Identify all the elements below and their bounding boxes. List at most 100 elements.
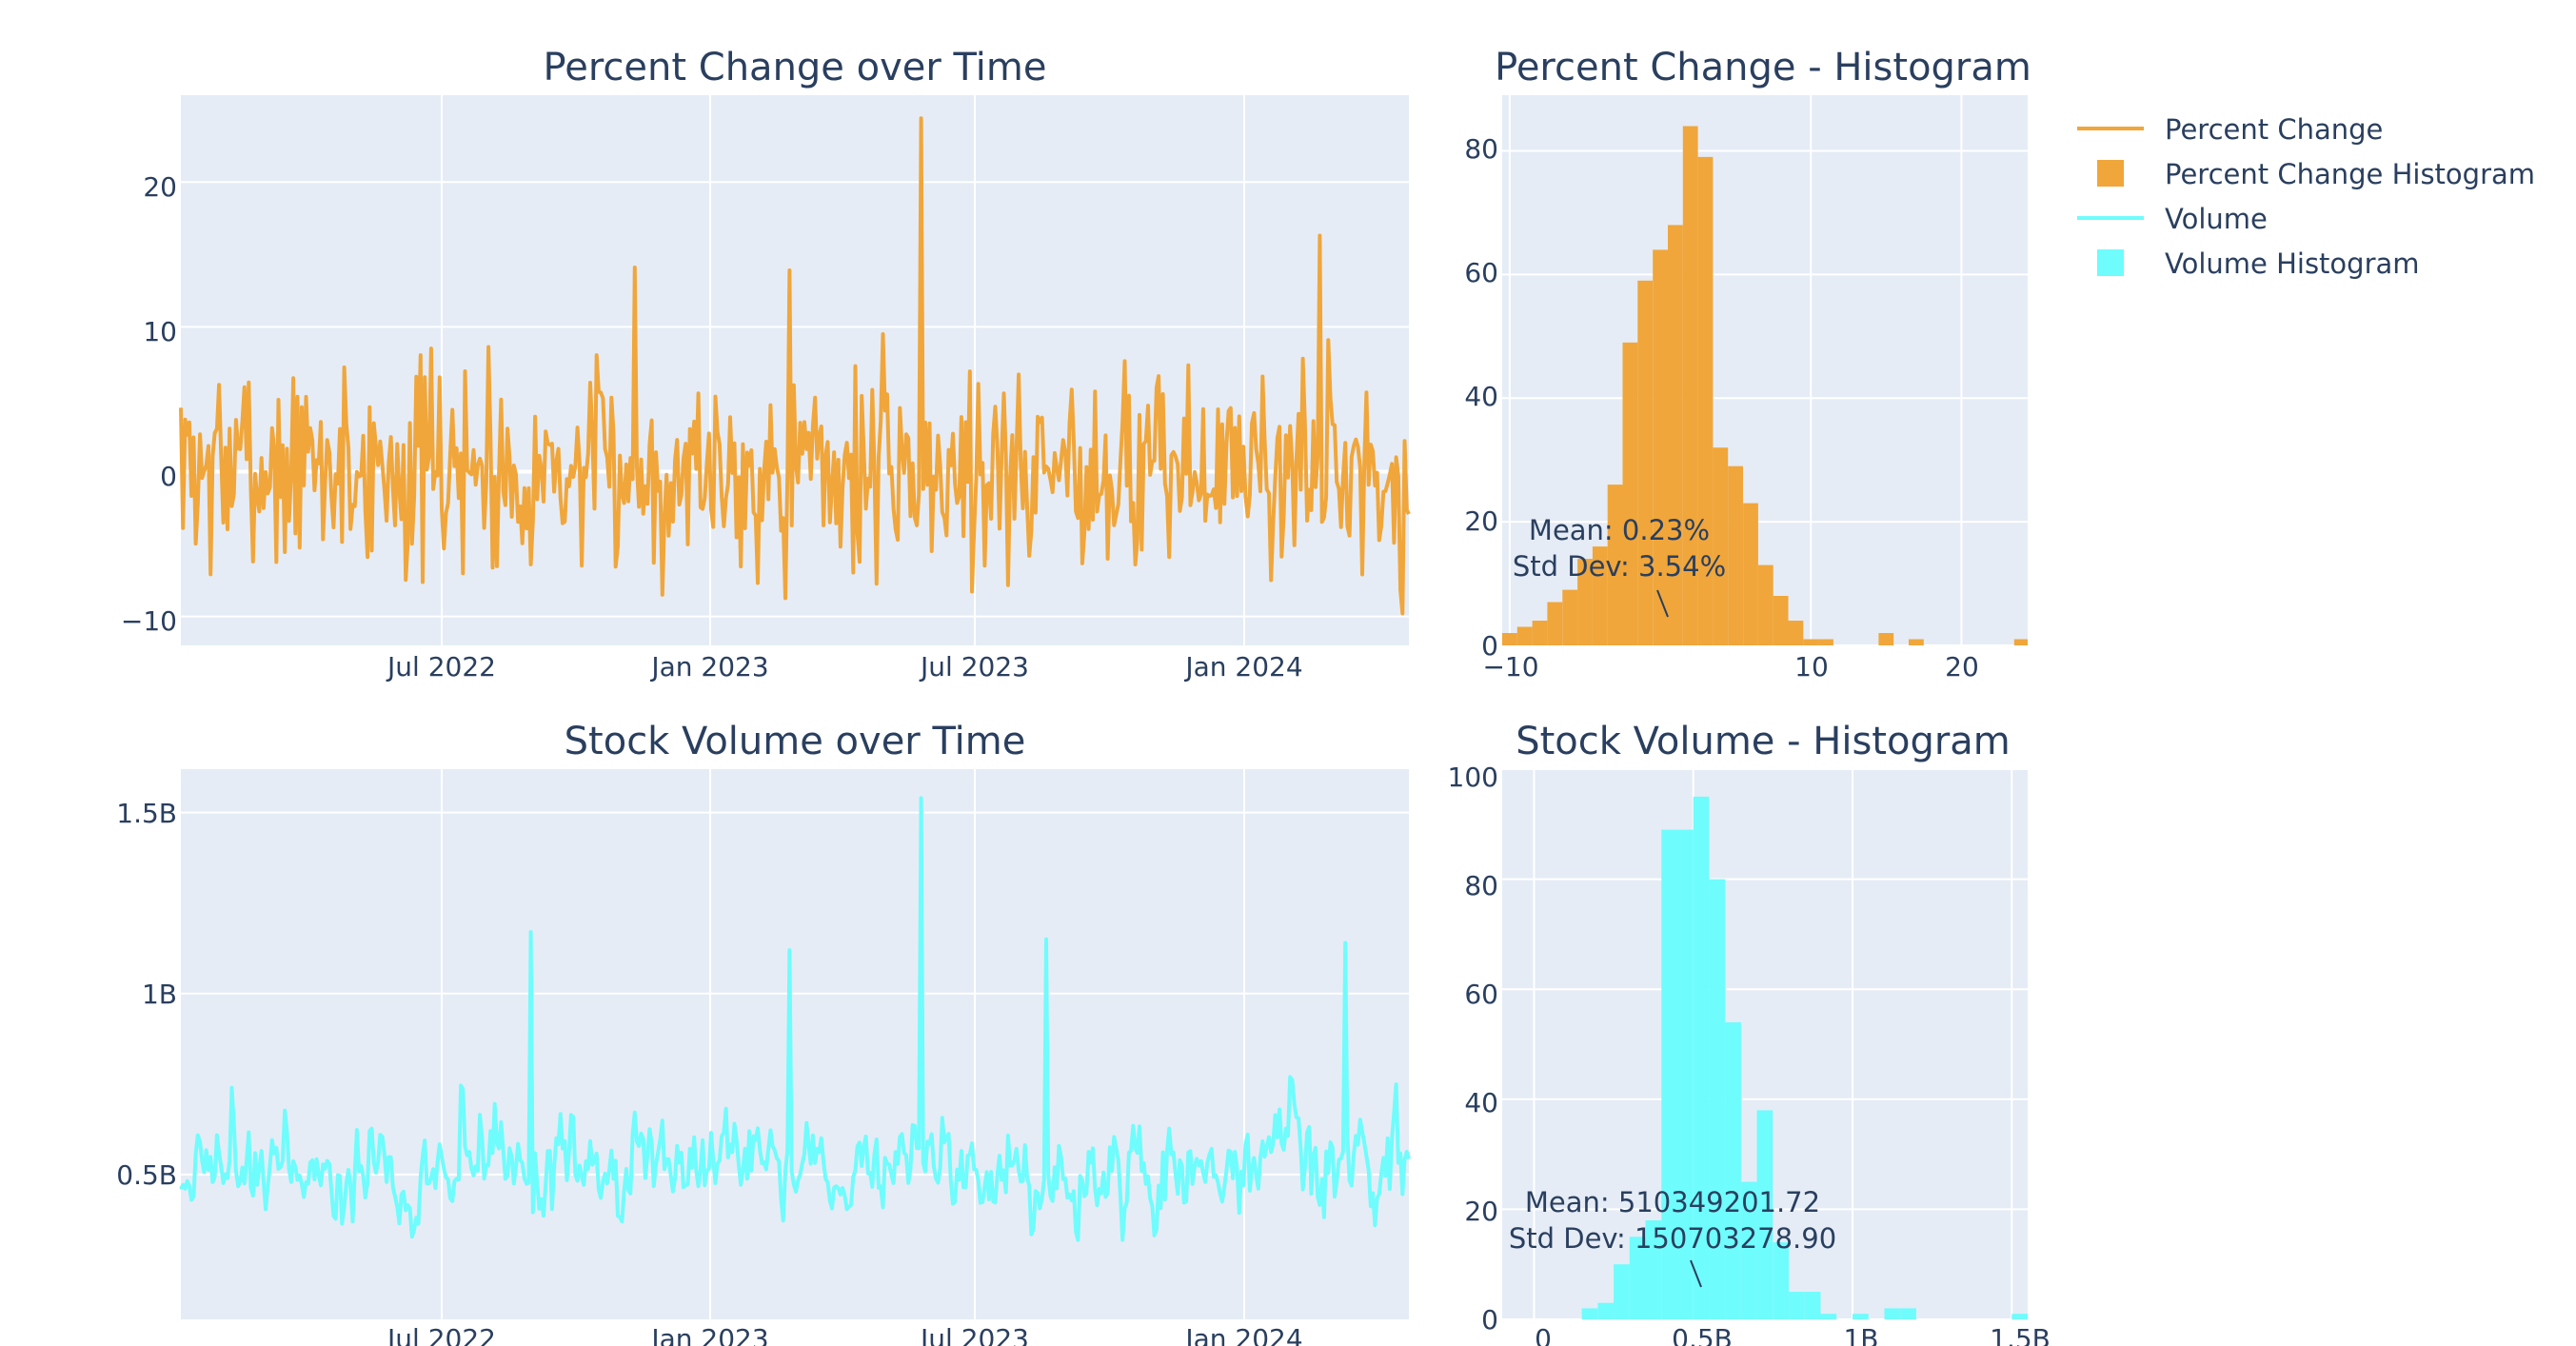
percent-hist-bar xyxy=(1728,465,1743,645)
volume-hist-bar xyxy=(1629,1237,1646,1319)
annotation-arrow xyxy=(1690,1259,1702,1288)
y-tick-label: 20 xyxy=(143,171,177,203)
y-tick-label: 60 xyxy=(1464,257,1498,288)
x-tick-label: 20 xyxy=(1945,651,1979,683)
chart-title-percent-change-histogram: Percent Change - Histogram xyxy=(1495,46,2031,89)
y-tick-label: 60 xyxy=(1464,979,1498,1010)
volume-hist-bar xyxy=(1614,1264,1630,1319)
volume-hist-bar xyxy=(2011,1314,2028,1319)
bars-percent-change-histogram xyxy=(1502,126,2028,645)
legend-label: Percent Change xyxy=(2165,113,2383,146)
series-volume-time xyxy=(179,796,1411,1242)
percent-hist-bar xyxy=(1577,559,1593,645)
y-tick-label: 0 xyxy=(1481,1304,1498,1336)
x-axis-volume-time: Jul 2022 Jan 2023 Jul 2023 Jan 2024 xyxy=(386,1323,1303,1346)
y-tick-label: 100 xyxy=(1448,762,1498,793)
x-tick-label: Jul 2023 xyxy=(919,1323,1029,1346)
y-tick-label: 0 xyxy=(160,461,177,492)
legend[interactable]: Percent Change Percent Change Histogram … xyxy=(2077,113,2535,280)
panel-percent-change-histogram: Percent Change - Histogram 80 60 40 20 0… xyxy=(1464,46,2031,683)
x-tick-label: 1B xyxy=(1843,1323,1878,1346)
chart-title-volume-time: Stock Volume over Time xyxy=(565,720,1026,763)
y-axis-volume-time: 1.5B 1B 0.5B xyxy=(116,798,177,1191)
percent-hist-bar xyxy=(1607,485,1623,645)
grid-percent-change-histogram xyxy=(1502,95,2028,646)
volume-hist-bar xyxy=(1773,1242,1790,1319)
legend-item-volume-histogram[interactable]: Volume Histogram xyxy=(2097,247,2420,280)
percent-hist-bar xyxy=(1592,546,1608,645)
legend-box-swatch xyxy=(2097,249,2124,276)
x-tick-label: 1.5B xyxy=(1990,1323,2051,1346)
volume-hist-bar xyxy=(1581,1308,1598,1319)
y-axis-percent-change-histogram: 80 60 40 20 0 xyxy=(1464,133,1498,662)
series-percent-change-time xyxy=(179,116,1411,616)
percent-hist-bar xyxy=(1622,342,1638,645)
y-tick-label: 80 xyxy=(1464,870,1498,901)
series-line-volume xyxy=(179,796,1411,1242)
x-tick-label: Jan 2023 xyxy=(649,1323,768,1346)
percent-hist-bar xyxy=(2013,639,2028,645)
annotation-std-dev: Std Dev: 150703278.90 xyxy=(1509,1222,1836,1255)
percent-hist-bar xyxy=(1653,249,1668,645)
legend-label: Volume Histogram xyxy=(2165,247,2420,280)
panel-volume-histogram: Stock Volume - Histogram 100 80 60 40 20… xyxy=(1448,720,2051,1346)
volume-hist-bar xyxy=(1804,1292,1821,1319)
x-tick-label: Jul 2023 xyxy=(919,651,1029,683)
y-tick-label: 1B xyxy=(142,979,177,1010)
legend-item-percent-change[interactable]: Percent Change xyxy=(2077,113,2383,146)
y-tick-label: 0.5B xyxy=(116,1159,177,1191)
percent-hist-bar xyxy=(1668,225,1683,645)
x-tick-label: 0 xyxy=(1535,1323,1552,1346)
percent-hist-bar xyxy=(1803,639,1819,645)
volume-hist-bar xyxy=(1709,879,1726,1319)
percent-hist-bar xyxy=(1516,626,1533,645)
x-tick-label: Jan 2024 xyxy=(1183,1323,1302,1346)
x-tick-label: Jan 2023 xyxy=(649,651,768,683)
volume-hist-bar xyxy=(1677,829,1694,1319)
percent-hist-bar xyxy=(1547,602,1563,645)
legend-item-volume[interactable]: Volume xyxy=(2077,203,2268,235)
annotation-arrow xyxy=(1656,589,1669,618)
y-axis-percent-change-time: 20 10 0 −10 xyxy=(121,171,177,637)
percent-hist-bar xyxy=(1757,564,1773,645)
chart-title-percent-change-time: Percent Change over Time xyxy=(544,46,1047,89)
volume-hist-bar xyxy=(1820,1314,1837,1319)
plot-area-volume-time xyxy=(181,769,1409,1319)
bars-volume-histogram xyxy=(1581,796,2028,1319)
volume-hist-bar xyxy=(1597,1302,1615,1319)
y-tick-label: 40 xyxy=(1464,1087,1498,1118)
y-tick-label: 80 xyxy=(1464,133,1498,165)
percent-hist-bar xyxy=(1562,589,1578,645)
x-tick-label: Jul 2022 xyxy=(386,1323,496,1346)
percent-hist-bar xyxy=(1697,156,1714,645)
volume-hist-bar xyxy=(1789,1292,1805,1319)
volume-hist-bar xyxy=(1884,1308,1901,1319)
percent-hist-bar xyxy=(1637,280,1654,645)
volume-hist-bar xyxy=(1756,1110,1773,1319)
y-tick-label: 0 xyxy=(1481,630,1498,662)
x-tick-label: 10 xyxy=(1794,651,1829,683)
legend-label: Percent Change Histogram xyxy=(2165,158,2535,190)
x-tick-label: −10 xyxy=(1482,651,1538,683)
volume-hist-bar xyxy=(1725,1021,1741,1319)
percent-hist-bar xyxy=(1788,621,1804,645)
plot-area-percent-change-time xyxy=(181,95,1409,645)
legend-item-percent-change-histogram[interactable]: Percent Change Histogram xyxy=(2097,158,2535,190)
percent-hist-bar xyxy=(1502,633,1517,645)
legend-label: Volume xyxy=(2165,203,2268,235)
x-tick-label: Jul 2022 xyxy=(386,651,496,683)
annotation-volume-stats: Mean: 510349201.72 Std Dev: 150703278.90 xyxy=(1509,1186,1836,1288)
x-axis-volume-histogram: 0 0.5B 1B 1.5B xyxy=(1535,1323,2051,1346)
panel-volume-time: Stock Volume over Time 1.5B 1B 0.5B Jul … xyxy=(116,720,1411,1346)
y-tick-label: 40 xyxy=(1464,381,1498,412)
percent-hist-bar xyxy=(1909,639,1924,645)
series-line-percent-change xyxy=(179,116,1411,616)
chart-title-volume-histogram: Stock Volume - Histogram xyxy=(1516,720,2011,763)
annotation-mean: Mean: 510349201.72 xyxy=(1525,1186,1820,1218)
volume-hist-bar xyxy=(1740,1181,1757,1319)
legend-box-swatch xyxy=(2097,160,2124,187)
annotation-percent-change-stats: Mean: 0.23% Std Dev: 3.54% xyxy=(1513,514,1726,618)
percent-hist-bar xyxy=(1878,633,1894,645)
y-tick-label: 10 xyxy=(143,316,177,347)
percent-hist-bar xyxy=(1713,447,1729,645)
